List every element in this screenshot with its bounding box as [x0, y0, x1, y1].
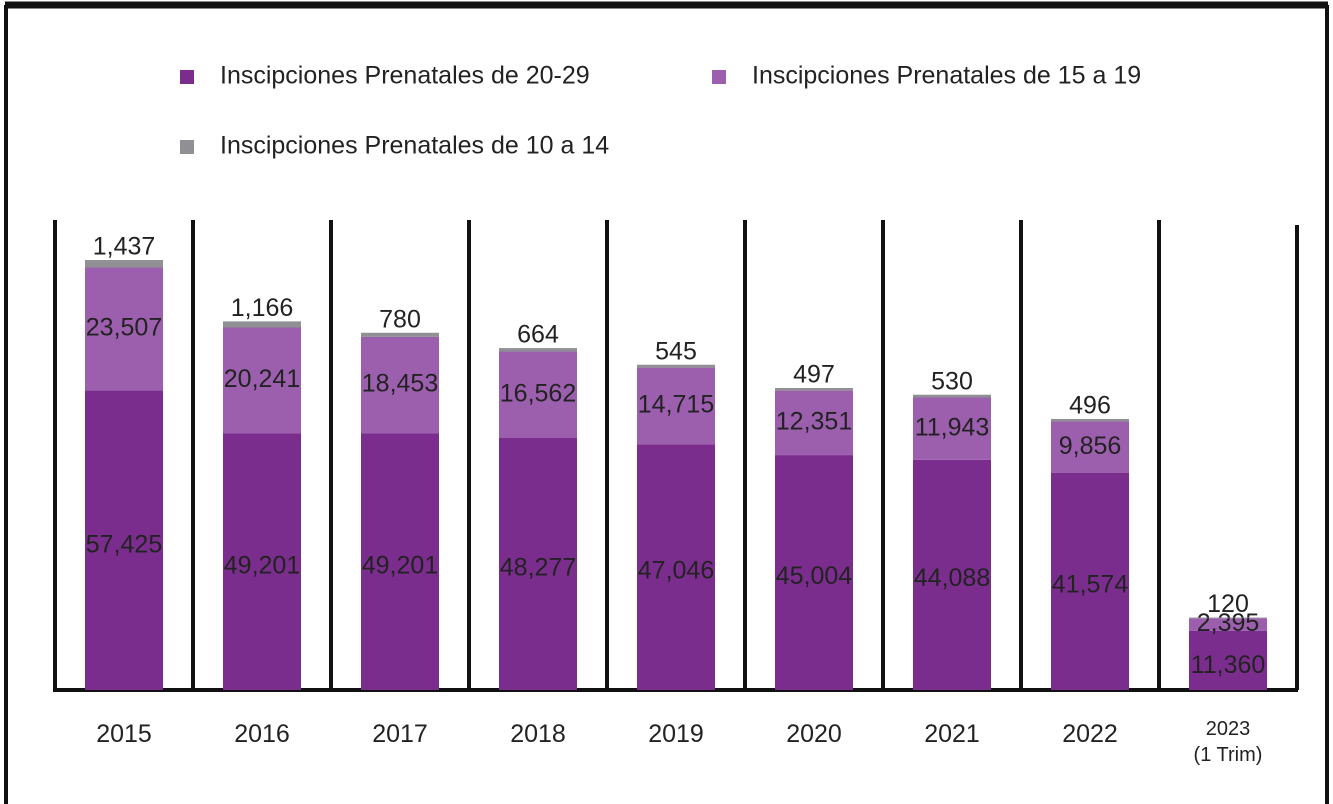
bar-segment	[499, 351, 577, 438]
bar-segment	[913, 394, 991, 398]
data-label: 18,453	[362, 370, 438, 398]
data-label: 9,856	[1059, 432, 1122, 460]
data-label: 57,425	[86, 531, 162, 559]
bar-segment	[1189, 630, 1267, 690]
x-tick-label: 2015	[96, 720, 152, 748]
bar-segment	[1189, 617, 1267, 619]
bar-segment	[913, 459, 991, 690]
bar-segment	[361, 433, 439, 690]
data-label: 20,241	[224, 365, 300, 393]
data-label: 545	[655, 337, 697, 365]
bar-segment	[1051, 418, 1129, 422]
data-label: 1,437	[93, 233, 156, 261]
bar-segment	[1189, 618, 1267, 631]
x-tick-label: 2019	[648, 720, 704, 748]
legend-label: Inscipciones Prenatales de 20-29	[220, 62, 590, 90]
data-label: 45,004	[776, 562, 853, 590]
data-label: 41,574	[1052, 570, 1129, 598]
data-label: 664	[517, 321, 559, 349]
x-tick-label: 2020	[786, 720, 842, 748]
legend-swatch	[180, 70, 194, 84]
data-label: 23,507	[86, 313, 162, 341]
x-tick-label: 2017	[372, 720, 428, 748]
bar-segment	[85, 267, 163, 391]
x-tick-label: 2018	[510, 720, 566, 748]
bar-segment	[499, 437, 577, 690]
data-label: 496	[1069, 392, 1111, 420]
data-label: 14,715	[638, 391, 714, 419]
x-tick-label: 2023 (1 Trim)	[1193, 718, 1263, 766]
bar-segment	[361, 332, 439, 337]
legend-label: Inscipciones Prenatales de 15 a 19	[752, 62, 1141, 90]
data-label: 49,201	[224, 551, 300, 579]
bar-segment	[223, 321, 301, 328]
bar-segment	[499, 348, 577, 352]
bar-segment	[361, 336, 439, 434]
x-tick-label: 2022	[1062, 720, 1118, 748]
data-label: 2,395	[1197, 609, 1260, 637]
bar-segment	[775, 390, 853, 456]
data-label: 11,360	[1191, 651, 1266, 679]
data-label: 12,351	[776, 407, 852, 435]
bar-segment	[1051, 472, 1129, 690]
bar-segment	[637, 367, 715, 445]
bar-segment	[913, 397, 991, 460]
data-label: 47,046	[638, 557, 714, 585]
bar-segment	[775, 455, 853, 690]
data-label: 16,562	[500, 379, 576, 407]
bar-segment	[1051, 421, 1129, 473]
data-label: 44,088	[914, 564, 990, 592]
data-label: 120	[1207, 590, 1249, 618]
data-label: 11,943	[915, 413, 990, 441]
data-label: 48,277	[500, 554, 576, 582]
x-tick-label: 2021	[924, 720, 980, 748]
bar-segment	[223, 327, 301, 434]
bar-segment	[85, 390, 163, 690]
legend-swatch	[712, 70, 726, 84]
legend-label: Inscipciones Prenatales de 10 a 14	[220, 132, 609, 160]
data-label: 49,201	[362, 551, 438, 579]
data-label: 497	[793, 361, 835, 389]
bar-segment	[637, 364, 715, 368]
data-label: 1,166	[231, 294, 294, 322]
data-label: 530	[931, 367, 973, 395]
bar-segment	[223, 433, 301, 690]
bar-segment	[85, 260, 163, 268]
bar-segment	[775, 388, 853, 391]
bar-segment	[637, 444, 715, 690]
data-label: 780	[379, 305, 421, 333]
legend-swatch	[180, 140, 194, 154]
x-tick-label: 2016	[234, 720, 290, 748]
